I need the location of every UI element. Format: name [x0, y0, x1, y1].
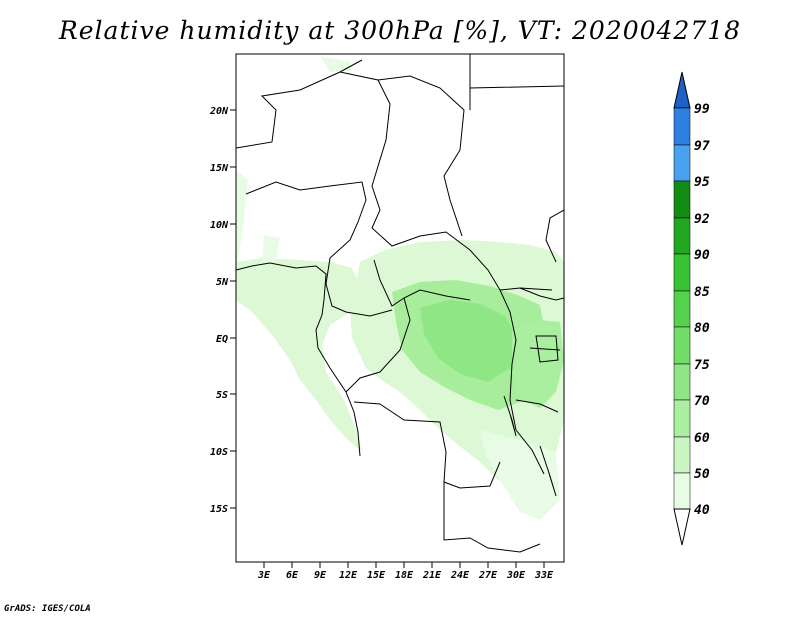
lon-label-12e: 12E — [339, 570, 358, 581]
lat-label-20n: 20N — [209, 106, 229, 117]
colorbar-label-75: 75 — [694, 358, 710, 373]
lon-label-3e: 3E — [257, 570, 271, 581]
lat-label-10s: 10S — [210, 447, 228, 458]
humidity-region-south-patches — [480, 430, 560, 520]
lake-malawi — [539, 445, 557, 497]
border-chad-north — [339, 71, 391, 229]
colorbar-label-97: 97 — [694, 139, 710, 154]
lon-label-18e: 18E — [395, 570, 414, 581]
lake-victoria — [535, 335, 559, 363]
lat-label-eq: EQ — [216, 334, 228, 345]
lat-label-15s: 15S — [210, 504, 228, 515]
grads-credit: GrADS: IGES/COLA — [4, 604, 91, 614]
colorbar-segment-50-60 — [673, 436, 691, 474]
border-niger-nigeria — [236, 59, 363, 149]
lat-label-15n: 15N — [210, 163, 229, 174]
lon-label-9e: 9E — [314, 570, 327, 581]
colorbar-bottom-arrow — [673, 508, 691, 546]
lat-label-5s: 5S — [216, 390, 228, 401]
border-car-north — [371, 227, 553, 291]
colorbar-top-arrow — [673, 71, 691, 109]
colorbar-label-40: 40 — [694, 503, 710, 518]
colorbar-segment-80-85 — [673, 290, 691, 328]
colorbar-segment-97-99 — [673, 107, 691, 146]
chart-title: Relative humidity at 300hPa [%], VT: 202… — [58, 16, 742, 45]
humidity-region-west-coast — [236, 258, 362, 452]
lat-label-5n: 5N — [216, 277, 229, 288]
border-east-africa — [515, 287, 564, 413]
border-cameroon-gabon — [325, 257, 393, 317]
border-sudan-east — [545, 209, 564, 263]
colorbar-segment-60-70 — [673, 399, 691, 438]
humidity-field — [236, 56, 564, 520]
border-congo-drc — [345, 297, 411, 393]
humidity-region-lakes — [512, 320, 564, 408]
colorbar-label-70: 70 — [694, 394, 710, 409]
lon-label-27e: 27E — [478, 570, 498, 581]
lon-label-24e: 24E — [450, 570, 470, 581]
lon-label-21e: 21E — [422, 570, 442, 581]
lon-label-30e: 30E — [506, 570, 526, 581]
colorbar-label-90: 90 — [694, 248, 710, 263]
colorbar-segment-95-97 — [673, 144, 691, 182]
lat-axis: 20N 15N 10N 5N EQ 5S 10S 15S — [209, 106, 236, 515]
lon-label-15e: 15E — [367, 570, 386, 581]
colorbar-segment-75-80 — [673, 326, 691, 365]
border-angola-zambia — [443, 482, 541, 553]
colorbar: 99 97 95 92 90 85 80 75 70 60 50 40 — [673, 71, 710, 546]
colorbar-segment-70-75 — [673, 363, 691, 401]
colorbar-label-60: 60 — [694, 431, 710, 446]
colorbar-label-85: 85 — [694, 285, 710, 300]
colorbar-segment-92-95 — [673, 180, 691, 219]
lon-axis: 3E 6E 9E 12E 15E 18E 21E 24E 27E 30E 33E — [257, 562, 554, 581]
colorbar-label-92: 92 — [694, 212, 710, 227]
lon-label-33e: 33E — [534, 570, 554, 581]
coastline-west — [236, 262, 361, 457]
border-sudan-chad — [377, 75, 465, 237]
colorbar-label-80: 80 — [694, 321, 710, 336]
colorbar-label-99: 99 — [694, 102, 710, 117]
colorbar-label-50: 50 — [694, 467, 710, 482]
lon-label-6e: 6E — [286, 570, 299, 581]
colorbar-segment-85-90 — [673, 253, 691, 292]
border-nigeria-cameroon — [245, 181, 367, 259]
humidity-region-north-patches — [236, 56, 352, 262]
lake-tanganyika — [503, 395, 517, 437]
map-frame — [235, 53, 565, 563]
humidity-region-moist-80 — [420, 300, 518, 382]
lat-label-10n: 10N — [210, 220, 229, 231]
border-egypt-libya — [469, 54, 564, 110]
border-drc-angola — [353, 401, 501, 489]
border-drc-east — [499, 289, 545, 475]
colorbar-segment-40-50 — [673, 472, 691, 510]
colorbar-segment-90-92 — [673, 217, 691, 255]
country-borders — [236, 54, 564, 553]
colorbar-label-95: 95 — [694, 175, 710, 190]
